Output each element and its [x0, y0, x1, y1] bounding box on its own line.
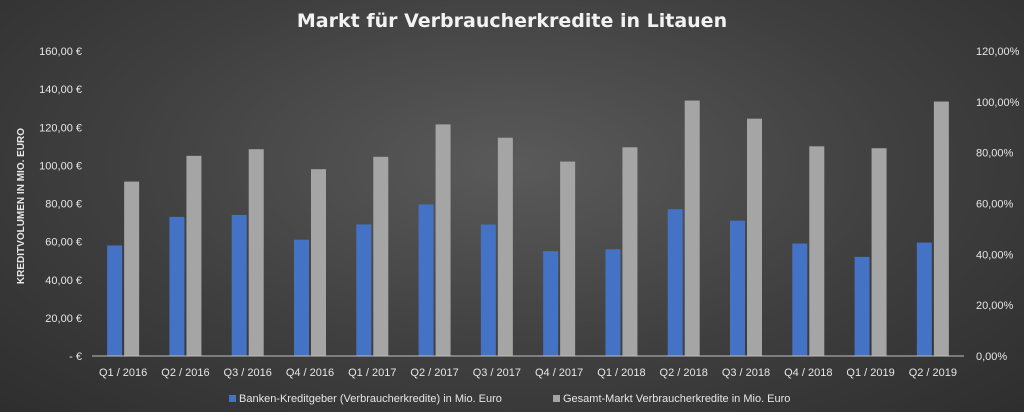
- bar-gesamt-markt: [435, 124, 451, 356]
- bar-gesamt-markt: [560, 161, 576, 356]
- y-tick-label: 40,00 €: [45, 275, 82, 287]
- y-axis-label: KREDITVOLUMEN IN MIO. EURO: [16, 128, 27, 284]
- bar-banken-kreditgeber: [792, 243, 808, 356]
- y2-tick-label: 100,00%: [976, 97, 1020, 109]
- bar-banken-kreditgeber: [231, 214, 247, 356]
- bar-banken-kreditgeber: [667, 209, 683, 356]
- y2-axis-ticks: 0,00% 20,00% 40,00% 60,00% 80,00% 100,00% 120,…: [976, 46, 1020, 363]
- bar-banken-kreditgeber: [294, 239, 309, 356]
- y-tick-label: 20,00 €: [45, 313, 82, 325]
- x-tick-label: Q2 / 2017: [410, 367, 458, 379]
- legend-label: Gesamt-Markt Verbraucherkredite in Mio. …: [563, 393, 790, 405]
- bar-banken-kreditgeber: [916, 242, 932, 356]
- bar-gesamt-markt: [871, 148, 887, 356]
- bar-gesamt-markt: [186, 155, 202, 356]
- chart-title: Markt für Verbraucherkredite in Litauen: [297, 10, 727, 32]
- x-axis-ticks: Q1 / 2016 Q2 / 2016 Q3 / 2016 Q4 / 2016 Q1 /…: [99, 367, 957, 379]
- y-tick-label: 60,00 €: [45, 237, 82, 249]
- y2-tick-label: 40,00%: [976, 249, 1014, 261]
- legend-label: Banken-Kreditgeber (Verbraucherkredite) …: [239, 393, 502, 405]
- bar-gesamt-markt: [497, 137, 513, 356]
- bar-banken-kreditgeber: [107, 245, 123, 356]
- x-tick-label: Q2 / 2019: [909, 367, 957, 379]
- x-tick-label: Q1 / 2018: [597, 367, 645, 379]
- legend-swatch: [553, 395, 560, 402]
- x-tick-label: Q1 / 2016: [99, 367, 147, 379]
- bar-banken-kreditgeber: [605, 249, 621, 356]
- x-tick-label: Q2 / 2018: [660, 367, 708, 379]
- legend: Banken-Kreditgeber (Verbraucherkredite) …: [229, 393, 790, 405]
- bar-banken-kreditgeber: [730, 220, 745, 356]
- bar-gesamt-markt: [809, 146, 825, 356]
- bar-gesamt-markt: [248, 149, 264, 356]
- bar-gesamt-markt: [684, 100, 700, 356]
- y2-tick-label: 120,00%: [976, 46, 1020, 58]
- bar-gesamt-markt: [933, 101, 949, 357]
- x-tick-label: Q1 / 2019: [846, 367, 894, 379]
- bar-banken-kreditgeber: [356, 224, 372, 356]
- y2-tick-label: 80,00%: [976, 148, 1014, 160]
- bar-gesamt-markt: [311, 169, 326, 356]
- bar-banken-kreditgeber: [169, 216, 185, 356]
- bar-gesamt-markt: [747, 118, 762, 356]
- y-tick-label: 100,00 €: [39, 160, 82, 172]
- y-tick-label: 80,00 €: [45, 199, 82, 211]
- y2-tick-label: 60,00%: [976, 199, 1014, 211]
- y-axis-ticks: - € 20,00 € 40,00 € 60,00 € 80,00 € 100,00 € 1…: [39, 46, 82, 363]
- bar-gesamt-markt: [124, 181, 140, 356]
- x-tick-label: Q2 / 2016: [161, 367, 209, 379]
- y-tick-label: - €: [69, 351, 82, 363]
- x-tick-label: Q3 / 2018: [722, 367, 770, 379]
- x-tick-label: Q3 / 2017: [473, 367, 521, 379]
- bar-gesamt-markt: [373, 156, 389, 356]
- y-tick-label: 120,00 €: [39, 122, 82, 134]
- legend-swatch: [229, 395, 236, 402]
- x-tick-label: Q4 / 2017: [535, 367, 583, 379]
- x-tick-label: Q1 / 2017: [348, 367, 396, 379]
- bar-banken-kreditgeber: [854, 256, 870, 357]
- x-tick-label: Q3 / 2016: [224, 367, 272, 379]
- bar-banken-kreditgeber: [480, 224, 496, 356]
- x-tick-label: Q4 / 2018: [784, 367, 832, 379]
- y2-tick-label: 20,00%: [976, 300, 1014, 312]
- bar-banken-kreditgeber: [543, 251, 559, 356]
- bars: [107, 100, 949, 357]
- x-tick-label: Q4 / 2016: [286, 367, 334, 379]
- bar-banken-kreditgeber: [418, 204, 434, 356]
- bar-gesamt-markt: [622, 147, 638, 356]
- y2-tick-label: 0,00%: [976, 351, 1007, 363]
- y-tick-label: 140,00 €: [39, 84, 82, 96]
- y-tick-label: 160,00 €: [39, 46, 82, 58]
